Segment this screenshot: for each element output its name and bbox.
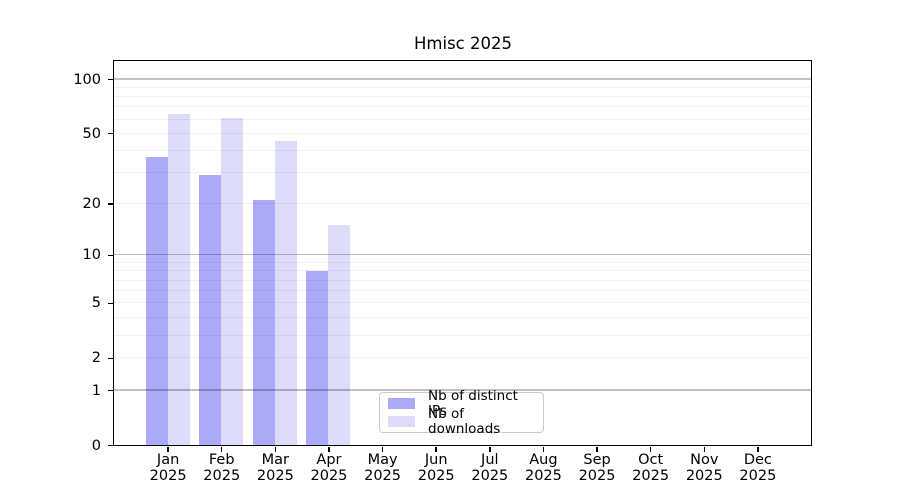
x-tick-sep [596,447,598,452]
minor-gridline-90 [114,86,811,88]
legend-swatch-downloads [388,416,415,427]
y-tick-50 [108,132,114,135]
bar-ips-apr [306,270,329,445]
major-gridline-10 [114,254,811,256]
y-tick-10 [108,254,114,257]
x-tick-label-mar: Mar 2025 [256,452,294,484]
plot-area [113,60,812,446]
minor-gridline-2 [114,357,811,359]
minor-gridline-4 [114,316,811,318]
x-tick-jan [167,447,169,452]
x-tick-label-jul: Jul 2025 [471,452,509,484]
chart-title: Hmisc 2025 [414,34,512,53]
legend-item-distinct-ips: Nb of distinct IPs [388,388,535,418]
y-tick-1 [108,389,114,392]
bar-ips-jan [145,156,168,445]
legend-item-downloads: Nb of downloads [388,406,535,436]
y-tick-label-2: 2 [91,350,101,367]
x-tick-label-sep: Sep 2025 [578,452,616,484]
bar-ips-feb [199,175,222,445]
bar-downloads-feb [221,117,244,445]
y-tick-0 [108,444,114,447]
minor-gridline-80 [114,96,811,98]
x-tick-oct [649,447,652,452]
x-tick-label-oct: Oct 2025 [632,452,670,484]
minor-gridline-7 [114,279,811,281]
major-gridline-100 [114,78,811,80]
minor-gridline-50 [114,132,811,134]
y-tick-label-10: 10 [82,247,101,264]
x-tick-may [381,447,384,452]
x-tick-jun [435,447,437,452]
y-tick-label-20: 20 [82,196,101,213]
y-tick-label-50: 50 [82,125,101,142]
minor-gridline-3 [114,334,811,336]
y-tick-20 [108,203,114,205]
x-tick-label-may: May 2025 [364,452,402,484]
y-tick-5 [108,302,114,305]
x-tick-nov [703,447,706,452]
minor-gridline-40 [114,150,811,151]
legend-label-downloads: Nb of downloads [428,405,501,437]
legend-label-distinct-ips: Nb of distinct IPs [428,387,518,419]
minor-gridline-20 [114,203,811,205]
minor-gridline-70 [114,106,811,108]
x-tick-label-nov: Nov 2025 [685,452,723,484]
y-tick-label-1: 1 [91,382,101,399]
minor-gridline-30 [114,172,811,174]
x-tick-feb [220,447,223,452]
bar-ips-mar [252,199,275,445]
y-tick-100 [108,78,114,81]
bar-downloads-jan [167,113,190,445]
legend: Nb of distinct IPs Nb of downloads [379,388,544,436]
y-tick-2 [108,357,114,360]
bar-downloads-apr [328,225,351,445]
x-tick-label-dec: Dec 2025 [739,452,777,484]
minor-gridline-60 [114,118,811,120]
minor-gridline-6 [114,290,811,292]
x-tick-label-jan: Jan 2025 [149,452,187,484]
legend-swatch-distinct-ips [388,398,415,409]
x-tick-aug [542,447,545,452]
x-tick-jul [489,447,491,452]
x-tick-label-jun: Jun 2025 [417,452,455,484]
bar-downloads-mar [274,141,297,445]
x-tick-apr [328,447,330,452]
y-tick-label-5: 5 [91,295,101,312]
y-tick-label-100: 100 [73,71,101,88]
minor-gridline-5 [114,302,811,304]
x-tick-mar [274,447,277,452]
y-tick-label-0: 0 [91,437,101,454]
x-tick-label-apr: Apr 2025 [310,452,348,484]
x-tick-dec [757,447,759,452]
minor-gridline-8 [114,270,811,272]
minor-gridline-9 [114,261,811,263]
x-tick-label-feb: Feb 2025 [203,452,241,484]
x-tick-label-aug: Aug 2025 [524,452,562,484]
major-gridline-1 [114,389,811,391]
